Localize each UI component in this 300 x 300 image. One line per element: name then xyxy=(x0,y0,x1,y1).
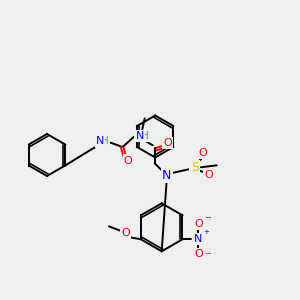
Text: +: + xyxy=(203,229,209,235)
Text: N: N xyxy=(136,131,144,141)
Text: N: N xyxy=(96,136,104,146)
Text: −: − xyxy=(205,213,212,222)
Text: H: H xyxy=(101,136,109,146)
Text: O: O xyxy=(194,219,203,229)
Text: O: O xyxy=(122,228,130,238)
Text: N: N xyxy=(194,234,203,244)
Text: O: O xyxy=(163,138,172,148)
Text: O: O xyxy=(194,249,203,259)
Text: O: O xyxy=(204,170,213,180)
Text: S: S xyxy=(191,161,199,174)
Text: −: − xyxy=(205,249,212,258)
Text: O: O xyxy=(124,155,133,166)
Text: O: O xyxy=(198,148,207,158)
Text: H: H xyxy=(141,131,148,141)
Text: N: N xyxy=(162,169,171,182)
